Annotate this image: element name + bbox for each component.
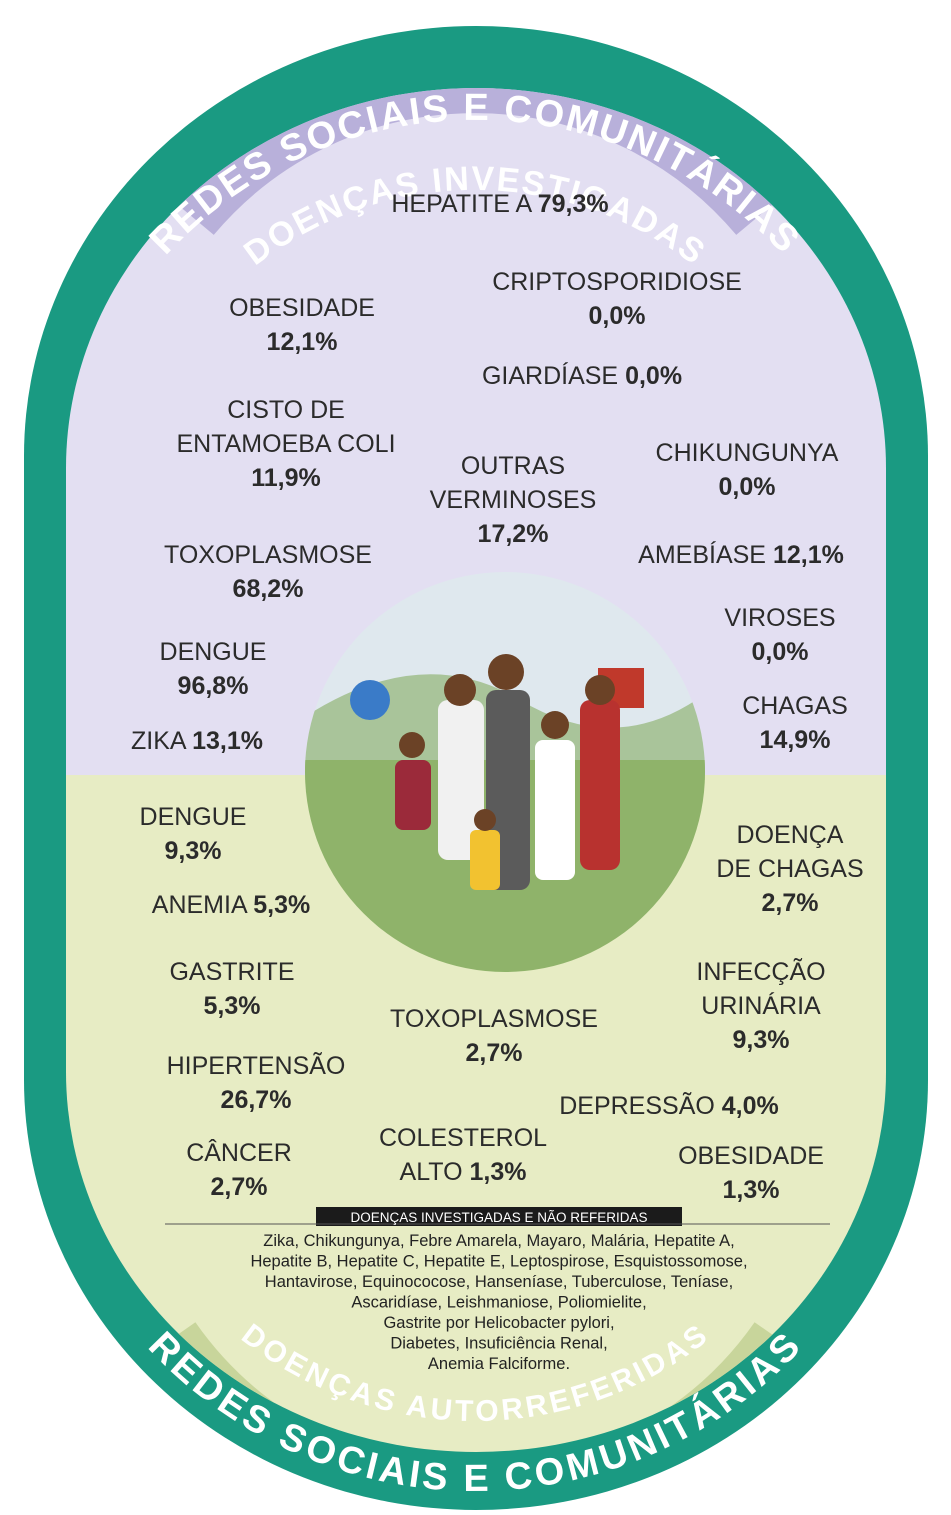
item-value: 0,0% bbox=[719, 473, 776, 501]
item-name: TOXOPLASMOSE bbox=[390, 1005, 598, 1033]
item-name: OUTRAS bbox=[461, 452, 565, 480]
item-name: DENGUE bbox=[140, 803, 247, 831]
item-name: GASTRITE bbox=[169, 958, 294, 986]
item-value: 1,3% bbox=[469, 1158, 526, 1186]
item-name: ENTAMOEBA COLI bbox=[176, 430, 395, 458]
item-text: URINÁRIA bbox=[701, 991, 821, 1020]
item-value: 12,1% bbox=[773, 541, 844, 569]
item-name: OBESIDADE bbox=[678, 1142, 824, 1170]
item-text: DOENÇA bbox=[737, 821, 844, 849]
item-value: 9,3% bbox=[733, 1026, 790, 1054]
item-text: TOXOPLASMOSE bbox=[164, 541, 372, 569]
item-text: GIARDÍASE 0,0% bbox=[482, 361, 682, 390]
item-name: CHIKUNGUNYA bbox=[656, 439, 839, 467]
item-text: DE CHAGAS bbox=[716, 855, 863, 883]
item-value: 5,3% bbox=[253, 891, 310, 919]
note-line: Anemia Falciforme. bbox=[428, 1355, 570, 1373]
note-line: Gastrite por Helicobacter pylori, bbox=[383, 1314, 614, 1332]
item-name: OBESIDADE bbox=[229, 294, 375, 322]
item-name: VERMINOSES bbox=[430, 486, 597, 514]
item-text: ANEMIA 5,3% bbox=[152, 891, 310, 919]
item-name: CHAGAS bbox=[742, 692, 848, 720]
item-text: DEPRESSÃO 4,0% bbox=[559, 1091, 779, 1120]
item-name: AMEBÍASE bbox=[638, 540, 766, 569]
item-value: 9,3% bbox=[165, 837, 222, 865]
item-text: TOXOPLASMOSE bbox=[390, 1005, 598, 1033]
item-name: ZIKA bbox=[131, 727, 187, 755]
item-name: GIARDÍASE bbox=[482, 361, 618, 390]
item-value: 1,3% bbox=[723, 1176, 780, 1204]
item-text: AMEBÍASE 12,1% bbox=[638, 540, 844, 569]
item-name: VIROSES bbox=[724, 604, 835, 632]
item-text: OBESIDADE bbox=[678, 1142, 824, 1170]
item-text: GASTRITE bbox=[169, 958, 294, 986]
item-name: DE CHAGAS bbox=[716, 855, 863, 883]
item-value: 79,3% bbox=[538, 190, 609, 218]
item-value: 4,0% bbox=[722, 1092, 779, 1120]
item-text: ALTO 1,3% bbox=[400, 1158, 527, 1186]
item-name: ANEMIA bbox=[152, 891, 248, 919]
item-value: 11,9% bbox=[251, 464, 321, 492]
item-name: URINÁRIA bbox=[701, 991, 821, 1020]
item-value: 2,7% bbox=[211, 1173, 268, 1201]
item-value: 0,0% bbox=[589, 302, 646, 330]
item-name: TOXOPLASMOSE bbox=[164, 541, 372, 569]
note-line: Ascaridíase, Leishmaniose, Poliomielite, bbox=[351, 1294, 646, 1312]
item-value: 13,1% bbox=[192, 727, 263, 755]
item-text: ZIKA 13,1% bbox=[131, 727, 263, 755]
item-text: OUTRAS bbox=[461, 452, 565, 480]
item-name: DEPRESSÃO bbox=[559, 1091, 715, 1120]
item-value: 68,2% bbox=[233, 575, 304, 603]
item-value: 14,9% bbox=[760, 726, 831, 754]
item-name: HIPERTENSÃO bbox=[167, 1051, 346, 1080]
item-text: DENGUE bbox=[160, 638, 267, 666]
item-name: DENGUE bbox=[160, 638, 267, 666]
note-line: Hantavirose, Equinococose, Hanseníase, T… bbox=[265, 1273, 733, 1291]
item-name: CÂNCER bbox=[186, 1138, 292, 1167]
item-text: VIROSES bbox=[724, 604, 835, 632]
item-value: 0,0% bbox=[752, 638, 809, 666]
item-value: 0,0% bbox=[625, 362, 682, 390]
item-text: INFECÇÃO bbox=[696, 957, 825, 986]
item-name: CRIPTOSPORIDIOSE bbox=[492, 268, 742, 296]
item-name: HEPATITE A bbox=[391, 190, 532, 218]
note-label: DOENÇAS INVESTIGADAS E NÃO REFERIDAS bbox=[350, 1210, 647, 1225]
item-text: HEPATITE A 79,3% bbox=[391, 190, 608, 218]
item-text: CRIPTOSPORIDIOSE bbox=[492, 268, 742, 296]
item-text: COLESTEROL bbox=[379, 1124, 547, 1152]
item-text: CÂNCER bbox=[186, 1138, 292, 1167]
note-line: Diabetes, Insuficiência Renal, bbox=[390, 1335, 607, 1353]
note-line: Zika, Chikungunya, Febre Amarela, Mayaro… bbox=[263, 1232, 734, 1250]
item-value: 2,7% bbox=[466, 1039, 523, 1067]
item-text: CISTO DE bbox=[227, 396, 345, 424]
item-text: HIPERTENSÃO bbox=[167, 1051, 346, 1080]
item-text: CHIKUNGUNYA bbox=[656, 439, 839, 467]
item-text: VERMINOSES bbox=[430, 486, 597, 514]
item-text: ENTAMOEBA COLI bbox=[176, 430, 395, 458]
item-value: 12,1% bbox=[267, 328, 338, 356]
item-text: DENGUE bbox=[140, 803, 247, 831]
item-name: CISTO DE bbox=[227, 396, 345, 424]
note-line: Hepatite B, Hepatite C, Hepatite E, Lept… bbox=[250, 1253, 747, 1271]
item-name: DOENÇA bbox=[737, 821, 844, 849]
item-name: INFECÇÃO bbox=[696, 957, 825, 986]
item-value: 26,7% bbox=[221, 1086, 292, 1114]
item-value: 96,8% bbox=[178, 672, 249, 700]
infographic: REDES SOCIAIS E COMUNITÁRIAS DOENÇAS INV… bbox=[0, 0, 951, 1515]
item-text: CHAGAS bbox=[742, 692, 848, 720]
item-text: OBESIDADE bbox=[229, 294, 375, 322]
item-value: 17,2% bbox=[478, 520, 549, 548]
item-name: COLESTEROL bbox=[379, 1124, 547, 1152]
item-value: 2,7% bbox=[762, 889, 819, 917]
item-name: ALTO bbox=[400, 1158, 463, 1186]
item-value: 5,3% bbox=[204, 992, 261, 1020]
